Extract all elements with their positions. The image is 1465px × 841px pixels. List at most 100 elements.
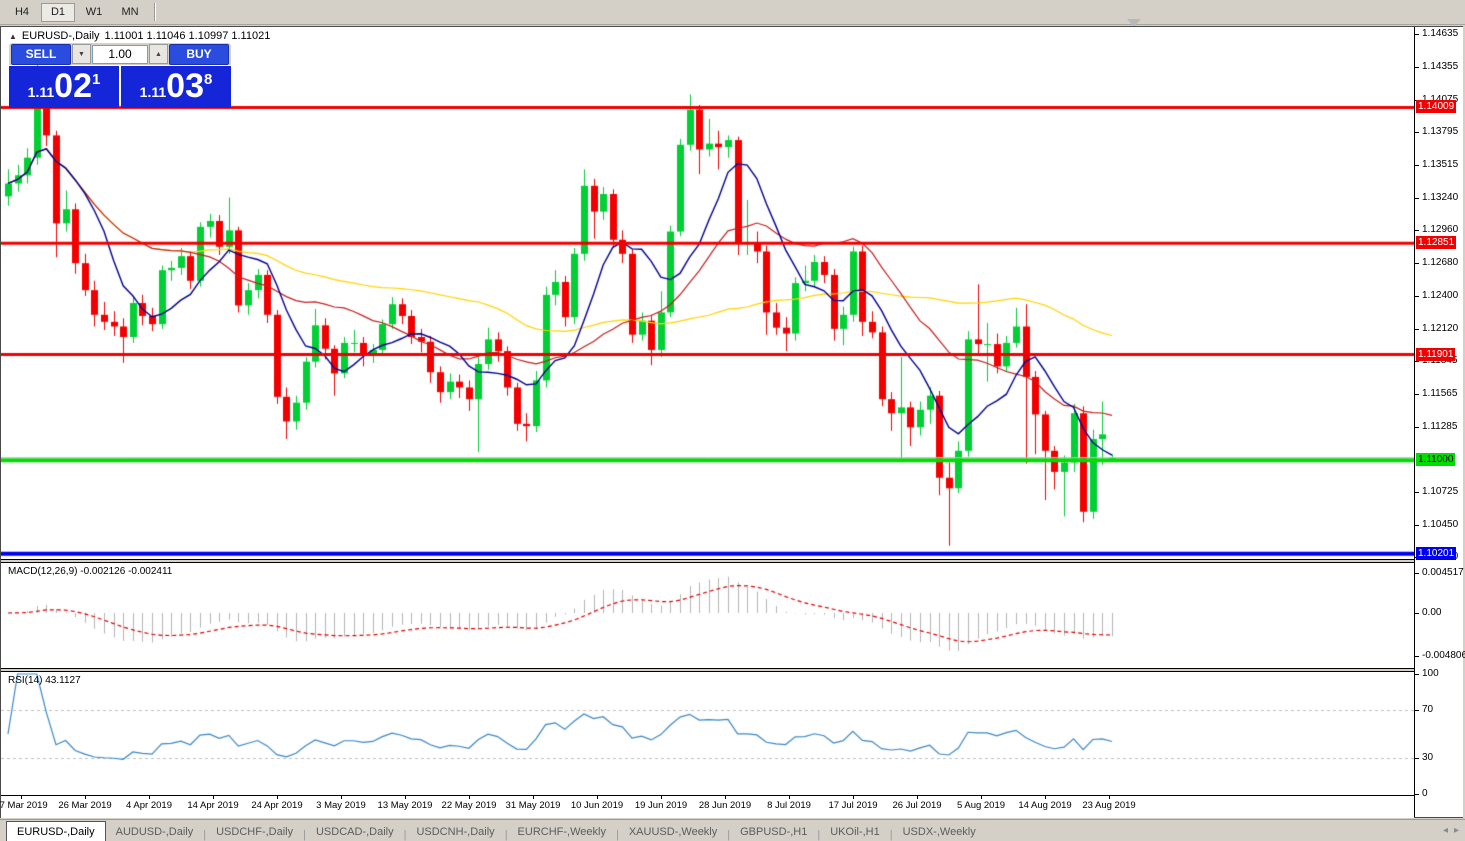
- date-label: 23 Aug 2019: [1082, 800, 1136, 811]
- main-price-chart[interactable]: [1, 29, 1414, 559]
- chart-tab-usdchf-daily[interactable]: USDCHF-,Daily: [216, 825, 294, 838]
- chart-shift-marker-icon[interactable]: [1127, 19, 1141, 27]
- buy-button[interactable]: BUY: [169, 43, 229, 65]
- bid-prefix: 1.11: [27, 84, 55, 100]
- rsi-tick-dash: [1415, 758, 1419, 759]
- price-tick-dash: [1415, 328, 1419, 330]
- chart-tab-gbpusd-h1[interactable]: GBPUSD-,H1: [740, 825, 808, 838]
- tab-separator: |: [303, 829, 306, 841]
- chart-tab-eurchf-weekly[interactable]: EURCHF-,Weekly: [517, 825, 606, 838]
- chart-tab-usdcad-daily[interactable]: USDCAD-,Daily: [315, 825, 394, 838]
- tab-separator: |: [727, 829, 731, 841]
- chart-tab-ukoil-h1[interactable]: UKOil-,H1: [830, 825, 880, 838]
- price-tick-label: 1.14355: [1422, 60, 1459, 72]
- rsi-value: 43.1127: [45, 675, 81, 686]
- price-tick-label: 1.11285: [1422, 420, 1458, 432]
- macd-scale-label: 0.004517: [1422, 567, 1464, 579]
- trade-controls-row: SELL ▼ ▲ BUY: [9, 43, 231, 65]
- date-label: 19 Jun 2019: [634, 800, 688, 811]
- date-tick: [597, 796, 598, 799]
- price-tick-dash: [1415, 165, 1419, 167]
- price-level-badge: 1.12851: [1416, 236, 1457, 250]
- tab-separator: |: [817, 829, 821, 841]
- price-tick-label: 1.12120: [1422, 322, 1459, 334]
- date-label: 3 May 2019: [316, 800, 366, 811]
- price-tick-label: 1.13795: [1422, 126, 1459, 138]
- rsi-name: RSI(14): [8, 675, 43, 686]
- price-tick-dash: [1415, 99, 1419, 101]
- chart-tab-eurusd-daily[interactable]: EURUSD-,Daily: [6, 821, 106, 841]
- price-tick-dash: [1415, 34, 1419, 35]
- ask-prefix: 1.11: [139, 84, 167, 100]
- sell-button[interactable]: SELL: [11, 43, 71, 65]
- ask-big-digits: 03: [166, 67, 204, 105]
- price-tick-dash: [1415, 361, 1419, 363]
- date-tick: [1109, 796, 1110, 799]
- price-tick-label: 1.11565: [1422, 387, 1458, 399]
- rsi-indicator-panel[interactable]: [1, 672, 1414, 795]
- price-tick-label: 1.12960: [1422, 224, 1459, 236]
- price-tick-dash: [1415, 66, 1419, 68]
- macd-tick-dash: [1415, 655, 1419, 657]
- macd-values: -0.002126 -0.002411: [80, 566, 173, 577]
- collapse-triangle-icon[interactable]: ▲: [9, 31, 17, 41]
- date-label: 5 Aug 2019: [956, 800, 1006, 811]
- date-label: 17 Mar 2019: [0, 800, 48, 811]
- date-tick: [533, 796, 534, 799]
- chart-tab-usdx-weekly[interactable]: USDX-,Weekly: [902, 825, 976, 838]
- tab-scroll-left-icon[interactable]: ◂: [1442, 825, 1448, 836]
- date-tick: [405, 796, 406, 799]
- rsi-panel-splitter[interactable]: [1, 668, 1414, 672]
- macd-scale-label: -0.004806: [1422, 649, 1465, 661]
- timeframe-d1-button[interactable]: D1: [41, 2, 75, 22]
- chart-tab-usdcnh-daily[interactable]: USDCNH-,Daily: [416, 825, 495, 838]
- price-tick-dash: [1415, 492, 1419, 494]
- chart-tab-audusd-daily[interactable]: AUDUSD-,Daily: [115, 825, 194, 838]
- price-tick-dash: [1415, 197, 1419, 199]
- date-label: 22 May 2019: [441, 800, 497, 811]
- timeframe-h4-button[interactable]: H4: [5, 3, 39, 22]
- chart-title: ▲ EURUSD-,Daily 1.11001 1.11046 1.10997 …: [9, 30, 270, 42]
- bid-price-display[interactable]: 1.11 02 1: [9, 66, 119, 108]
- timeframe-mn-button[interactable]: MN: [113, 3, 147, 22]
- date-tick: [469, 796, 470, 799]
- price-scale[interactable]: 1.14635 1.14355 1.14075 1.13795 1.13515 1.132…: [1414, 27, 1465, 817]
- date-axis[interactable]: 17 Mar 2019 26 Mar 2019 4 Apr 2019 14 Apr 2…: [0, 796, 1414, 818]
- date-label: 26 Mar 2019: [58, 800, 112, 811]
- rsi-scale-label: 0: [1422, 788, 1428, 799]
- volume-decrease-button[interactable]: ▼: [72, 44, 91, 64]
- date-tick: [917, 796, 918, 799]
- macd-scale-label: 0.00: [1422, 607, 1442, 618]
- date-tick: [853, 796, 854, 799]
- date-label: 14 Apr 2019: [187, 800, 239, 811]
- chart-tab-xauusd-weekly[interactable]: XAUUSD-,Weekly: [628, 825, 718, 838]
- ask-price-display[interactable]: 1.11 03 8: [121, 66, 231, 108]
- tab-separator: |: [203, 829, 207, 841]
- tab-separator: |: [889, 829, 893, 841]
- price-level-badge: 1.14009: [1416, 100, 1457, 114]
- price-tick-dash: [1415, 263, 1419, 265]
- tab-scroll-right-icon[interactable]: ▸: [1453, 825, 1459, 836]
- toolbar-separator: [154, 3, 156, 21]
- timeframe-w1-button[interactable]: W1: [77, 3, 111, 22]
- price-tick-dash: [1415, 132, 1419, 134]
- chart-window: ▲ EURUSD-,Daily 1.11001 1.11046 1.10997 …: [0, 26, 1465, 818]
- volume-increase-button[interactable]: ▲: [149, 44, 168, 64]
- macd-panel-splitter[interactable]: [1, 559, 1414, 563]
- macd-indicator-panel[interactable]: [1, 563, 1414, 668]
- price-tick-label: 1.14635: [1422, 28, 1459, 39]
- volume-input[interactable]: [92, 44, 148, 64]
- chart-ohlc-values: 1.11001 1.11046 1.10997 1.11021: [104, 30, 271, 42]
- price-tick-dash: [1415, 426, 1419, 428]
- date-label: 14 Aug 2019: [1018, 800, 1072, 811]
- macd-tick-dash: [1415, 573, 1419, 575]
- bid-pipette: 1: [91, 71, 101, 88]
- rsi-label: RSI(14) 43.1127: [8, 675, 81, 686]
- tab-separator: |: [403, 829, 407, 841]
- price-tick-dash: [1415, 393, 1419, 395]
- rsi-scale-label: 30: [1422, 752, 1434, 763]
- date-tick: [21, 796, 22, 799]
- date-tick: [277, 796, 278, 799]
- price-tick-label: 1.13515: [1422, 159, 1459, 171]
